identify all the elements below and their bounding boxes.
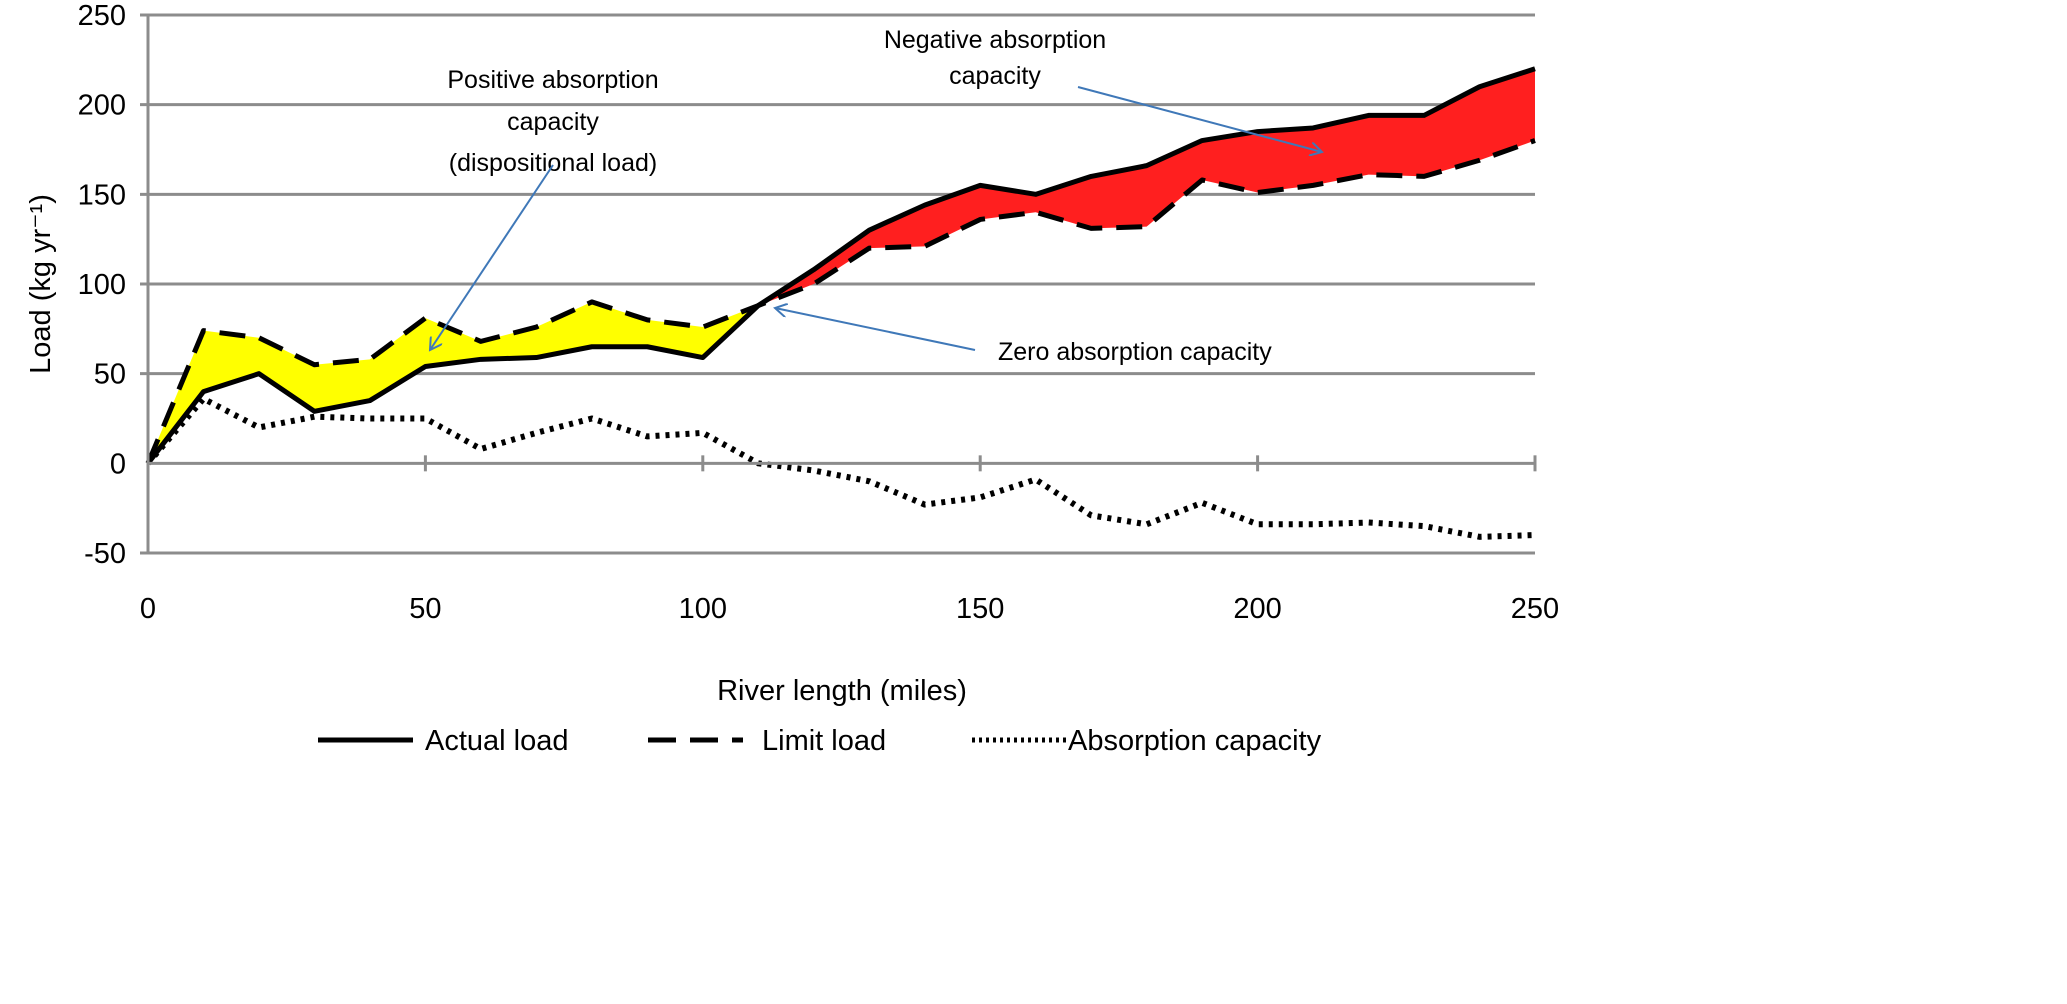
x-tick-label: 100: [679, 593, 727, 625]
y-tick-label: 50: [94, 359, 126, 391]
x-tick-label: 0: [140, 593, 156, 625]
annotation-text: Negative absorption: [884, 26, 1106, 54]
legend-label: Absorption capacity: [1068, 725, 1322, 757]
fill-positive-absorption-capacity: [148, 301, 759, 464]
y-tick-label: 100: [78, 269, 126, 301]
x-tick-label: 150: [956, 593, 1004, 625]
series-limit-load: [145, 138, 1536, 465]
series-absorption-capacity: [145, 395, 1536, 540]
legend: Actual load Limit load Absorption capacity: [318, 725, 1322, 757]
y-axis-label: Load (kg yr⁻¹): [25, 194, 57, 374]
y-tick-label: -50: [84, 538, 126, 570]
annotations: Positive absorption capacity (dispositiona…: [430, 26, 1322, 366]
annotation-text: Positive absorption: [447, 66, 658, 94]
legend-label: Limit load: [762, 725, 886, 757]
y-tick-label: 200: [78, 90, 126, 122]
annotation-text: capacity: [949, 62, 1041, 90]
annotation-text: capacity: [507, 108, 599, 136]
y-tick-label: 250: [78, 0, 126, 32]
annotation-arrow: [775, 308, 976, 351]
y-tick-label: 0: [110, 448, 126, 480]
y-tick-label: 150: [78, 179, 126, 211]
x-tick-label: 250: [1511, 593, 1559, 625]
annotation-arrow: [430, 164, 554, 350]
series: [145, 66, 1536, 540]
x-tick-label: 200: [1233, 593, 1281, 625]
fill-negative-absorption-capacity: [758, 68, 1535, 306]
legend-label: Actual load: [425, 725, 569, 757]
series-actual-load: [146, 66, 1536, 465]
x-tick-label: 50: [409, 593, 441, 625]
fills: [148, 68, 1535, 464]
annotation-arrow: [1077, 86, 1322, 152]
annotation-text: Zero absorption capacity: [998, 338, 1272, 366]
x-axis-label: River length (miles): [717, 675, 967, 707]
axes: -50 0 50 100 150 200 250 0 50 100 150 200 250: [78, 0, 1560, 625]
annotation-text: (dispositional load): [449, 149, 657, 177]
